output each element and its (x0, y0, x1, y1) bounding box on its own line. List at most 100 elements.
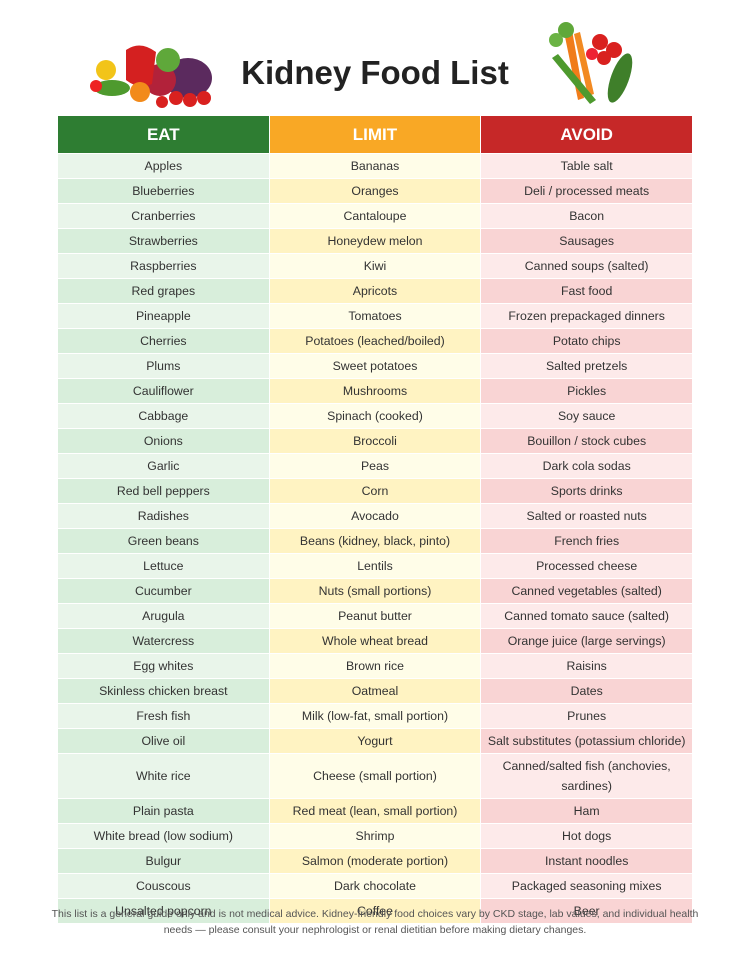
food-cell: White bread (low sodium) (57, 823, 270, 849)
food-cell: Cabbage (57, 403, 270, 429)
food-cell: Salmon (moderate portion) (268, 848, 482, 874)
food-cell: Beans (kidney, black, pinto) (268, 528, 482, 554)
table-row: Bulgur Salmon (moderate portion) Instant n… (57, 848, 693, 874)
food-cell: Fresh fish (57, 703, 270, 729)
food-cell: Red grapes (57, 278, 270, 304)
food-cell: Cheese (small portion) (268, 753, 482, 799)
table-row: Plain pasta Red meat (lean, small portion… (57, 798, 693, 824)
food-cell: Beer (480, 898, 693, 924)
column-header: LIMIT (268, 115, 482, 154)
table-row: Red bell peppers Corn Sports drinks (57, 478, 693, 504)
food-cell: Processed cheese (480, 553, 693, 579)
food-cell: Spinach (cooked) (268, 403, 482, 429)
food-cell: Arugula (57, 603, 270, 629)
food-cell: Lettuce (57, 553, 270, 579)
food-cell: Brown rice (268, 653, 482, 679)
table-row: Cucumber Nuts (small portions) Canned vege… (57, 578, 693, 604)
food-cell: Red meat (lean, small portion) (268, 798, 482, 824)
table-row: Onions Broccoli Bouillon / stock cubes (57, 428, 693, 454)
food-cell: Salted or roasted nuts (480, 503, 693, 529)
food-cell: Watercress (57, 628, 270, 654)
food-cell: Nuts (small portions) (268, 578, 482, 604)
table-row: Egg whites Brown rice Raisins (57, 653, 693, 679)
table-row: Red grapes Apricots Fast food (57, 278, 693, 304)
table-row: Raspberries Kiwi Canned soups (salted) (57, 253, 693, 279)
food-cell: Couscous (57, 873, 270, 899)
food-cell: Table salt (480, 153, 693, 179)
food-cell: Peanut butter (268, 603, 482, 629)
food-cell: Blueberries (57, 178, 270, 204)
table-row: White rice Cheese (small portion) Canned/s… (57, 753, 693, 799)
food-cell: Red bell peppers (57, 478, 270, 504)
food-cell: Frozen prepackaged dinners (480, 303, 693, 329)
food-cell: Fast food (480, 278, 693, 304)
table-row: Plums Sweet potatoes Salted pretzels (57, 353, 693, 379)
food-cell: Milk (low-fat, small portion) (268, 703, 482, 729)
table-row: Blueberries Oranges Deli / processed meats (57, 178, 693, 204)
food-cell: Whole wheat bread (268, 628, 482, 654)
vegetables-left (90, 45, 212, 108)
food-cell: Canned tomato sauce (salted) (480, 603, 693, 629)
food-cell: Apples (57, 153, 270, 179)
food-cell: Pickles (480, 378, 693, 404)
food-cell: Dark chocolate (268, 873, 482, 899)
table-row: Watercress Whole wheat bread Orange juice … (57, 628, 693, 654)
table-row: Pineapple Tomatoes Frozen prepackaged dinn… (57, 303, 693, 329)
food-cell: Potatoes (leached/boiled) (268, 328, 482, 354)
food-cell: Soy sauce (480, 403, 693, 429)
table-row: White bread (low sodium) Shrimp Hot dogs (57, 823, 693, 849)
food-cell: Dates (480, 678, 693, 704)
food-cell: Cranberries (57, 203, 270, 229)
food-cell: Orange juice (large servings) (480, 628, 693, 654)
food-cell: Kiwi (268, 253, 482, 279)
food-cell: Canned soups (salted) (480, 253, 693, 279)
food-cell: Egg whites (57, 653, 270, 679)
table-row: Cauliflower Mushrooms Pickles (57, 378, 693, 404)
food-cell: Sweet potatoes (268, 353, 482, 379)
column-header: EAT (57, 115, 270, 154)
food-cell: Avocado (268, 503, 482, 529)
food-cell: Sports drinks (480, 478, 693, 504)
food-cell: Prunes (480, 703, 693, 729)
food-cell: Plums (57, 353, 270, 379)
table-row: Cherries Potatoes (leached/boiled) Potato … (57, 328, 693, 354)
table-row: Skinless chicken breast Oatmeal Dates (57, 678, 693, 704)
food-cell: Green beans (57, 528, 270, 554)
food-cell: Oranges (268, 178, 482, 204)
table-row: Apples Bananas Table salt (57, 153, 693, 179)
food-cell: Shrimp (268, 823, 482, 849)
food-cell: Yogurt (268, 728, 482, 754)
food-cell: Cherries (57, 328, 270, 354)
food-cell: Potato chips (480, 328, 693, 354)
food-cell: Skinless chicken breast (57, 678, 270, 704)
table-row: Green beans Beans (kidney, black, pinto) F… (57, 528, 693, 554)
food-cell: Honeydew melon (268, 228, 482, 254)
food-cell: Bananas (268, 153, 482, 179)
table-row: Cabbage Spinach (cooked) Soy sauce (57, 403, 693, 429)
food-cell: White rice (57, 753, 270, 799)
food-cell: Dark cola sodas (480, 453, 693, 479)
header-row: EAT LIMIT AVOID (57, 115, 693, 154)
food-cell: Peas (268, 453, 482, 479)
table-row: Unsalted popcorn Coffee Beer (57, 898, 693, 924)
food-cell: Bouillon / stock cubes (480, 428, 693, 454)
food-cell: Tomatoes (268, 303, 482, 329)
food-table: EAT LIMIT AVOID Apples Bananas Table salt Blu… (57, 115, 693, 924)
food-cell: French fries (480, 528, 693, 554)
food-cell: Broccoli (268, 428, 482, 454)
table-row: Cranberries Cantaloupe Bacon (57, 203, 693, 229)
food-cell: Deli / processed meats (480, 178, 693, 204)
food-cell: Hot dogs (480, 823, 693, 849)
food-cell: Pineapple (57, 303, 270, 329)
food-cell: Sausages (480, 228, 693, 254)
food-cell: Onions (57, 428, 270, 454)
title: Kidney Food List (241, 54, 509, 91)
food-cell: Canned/salted fish (anchovies, sardines) (480, 753, 693, 799)
vegetables-right (549, 22, 633, 104)
table-row: Radishes Avocado Salted or roasted nuts (57, 503, 693, 529)
table-row: Fresh fish Milk (low-fat, small portion) P… (57, 703, 693, 729)
food-cell: Bulgur (57, 848, 270, 874)
table-row: Strawberries Honeydew melon Sausages (57, 228, 693, 254)
food-cell: Olive oil (57, 728, 270, 754)
